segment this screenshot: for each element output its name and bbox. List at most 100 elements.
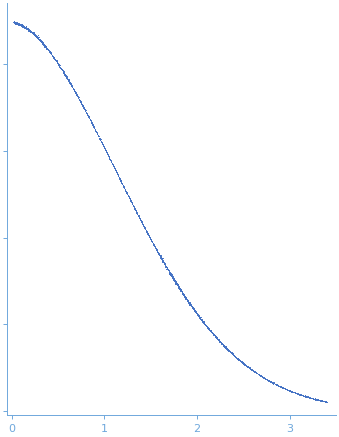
Point — [226, 347, 231, 354]
Point — [193, 309, 198, 316]
Point — [170, 273, 175, 280]
Point — [186, 299, 191, 306]
Point — [34, 35, 40, 42]
Point — [271, 379, 276, 386]
Point — [23, 24, 29, 31]
Point — [196, 312, 201, 319]
Point — [138, 216, 143, 223]
Point — [85, 113, 91, 120]
Point — [21, 24, 27, 31]
Point — [298, 391, 304, 398]
Point — [235, 356, 241, 363]
Point — [316, 396, 321, 403]
Point — [281, 384, 286, 391]
Point — [96, 132, 101, 139]
Point — [232, 352, 237, 359]
Point — [249, 366, 255, 373]
Point — [274, 381, 279, 388]
Point — [210, 329, 215, 336]
Point — [25, 24, 30, 31]
Point — [255, 370, 260, 377]
Point — [208, 327, 214, 334]
Point — [317, 396, 322, 403]
Point — [178, 288, 183, 295]
Point — [291, 388, 297, 395]
Point — [318, 397, 323, 404]
Point — [253, 369, 258, 376]
Point — [170, 275, 176, 282]
Point — [153, 244, 158, 251]
Point — [311, 395, 317, 402]
Point — [15, 19, 20, 26]
Point — [83, 106, 88, 113]
Point — [283, 385, 289, 392]
Point — [119, 179, 124, 186]
Point — [172, 277, 177, 284]
Point — [83, 108, 88, 115]
Point — [307, 394, 313, 401]
Point — [38, 36, 43, 43]
Point — [36, 35, 42, 42]
Point — [23, 24, 28, 31]
Point — [123, 187, 128, 194]
Point — [223, 345, 229, 352]
Point — [97, 134, 102, 141]
Point — [225, 346, 231, 353]
Point — [78, 97, 83, 104]
Point — [59, 66, 64, 73]
Point — [84, 110, 89, 117]
Point — [266, 378, 272, 385]
Point — [307, 394, 313, 401]
Point — [288, 387, 293, 394]
Point — [259, 373, 264, 380]
Point — [34, 33, 39, 40]
Point — [16, 21, 21, 28]
Point — [172, 277, 178, 284]
Point — [94, 129, 99, 136]
Point — [275, 382, 280, 389]
Point — [105, 151, 111, 158]
Point — [30, 28, 36, 35]
Point — [259, 372, 264, 379]
Point — [100, 141, 105, 148]
Point — [200, 317, 205, 324]
Point — [282, 385, 287, 392]
Point — [38, 38, 44, 45]
Point — [203, 323, 209, 329]
Point — [253, 368, 258, 375]
Point — [133, 206, 138, 213]
Point — [189, 302, 194, 309]
Point — [40, 39, 45, 46]
Point — [307, 394, 312, 401]
Point — [94, 128, 99, 135]
Point — [111, 163, 116, 170]
Point — [321, 398, 326, 405]
Point — [53, 57, 59, 64]
Point — [280, 385, 285, 392]
Point — [238, 357, 243, 364]
Point — [256, 371, 262, 378]
Point — [226, 347, 231, 354]
Point — [159, 255, 164, 262]
Point — [201, 319, 206, 326]
Point — [156, 251, 162, 258]
Point — [160, 257, 165, 264]
Point — [212, 333, 217, 340]
Point — [301, 392, 307, 399]
Point — [317, 397, 323, 404]
Point — [41, 43, 46, 50]
Point — [176, 284, 181, 291]
Point — [297, 391, 303, 398]
Point — [323, 398, 328, 405]
Point — [201, 320, 207, 327]
Point — [261, 374, 266, 381]
Point — [145, 231, 151, 238]
Point — [269, 378, 275, 385]
Point — [211, 331, 217, 338]
Point — [299, 392, 305, 399]
Point — [109, 160, 115, 167]
Point — [167, 270, 173, 277]
Point — [152, 242, 157, 249]
Point — [153, 245, 158, 252]
Point — [79, 100, 84, 107]
